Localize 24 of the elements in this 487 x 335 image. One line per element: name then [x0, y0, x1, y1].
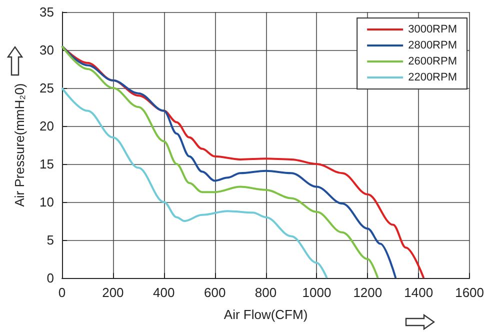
x-tick-label: 1000	[302, 285, 332, 300]
x-tick-label: 1600	[455, 285, 484, 300]
y-tick-label: 25	[40, 80, 54, 96]
legend-label: 2600RPM	[408, 56, 458, 68]
y-tick-label: 15	[40, 156, 54, 172]
legend-label: 2200RPM	[408, 72, 458, 84]
y-tick-label: 30	[40, 42, 54, 58]
legend-label: 2800RPM	[408, 40, 458, 52]
line-series	[61, 87, 328, 279]
x-tick-label: 600	[204, 285, 226, 300]
y-tick-label: 10	[40, 194, 54, 210]
x-tick-label: 800	[254, 285, 277, 300]
x-tick-label: 200	[102, 285, 124, 300]
x-tick-label: 1400	[404, 285, 434, 300]
x-axis-title: Air Flow(CFM)	[224, 307, 308, 322]
x-tick-label: 0	[58, 285, 66, 300]
y-tick-label: 20	[40, 118, 54, 134]
y-tick-label: 35	[40, 4, 54, 20]
y-tick-label: 0	[46, 270, 54, 286]
x-tick-label: 400	[153, 285, 175, 300]
x-tick-label: 1200	[353, 285, 382, 300]
y-axis-title: Air Pressure(mmH₂0)	[12, 83, 27, 207]
y-tick-label: 5	[46, 232, 54, 248]
legend-label: 3000RPM	[408, 24, 458, 36]
